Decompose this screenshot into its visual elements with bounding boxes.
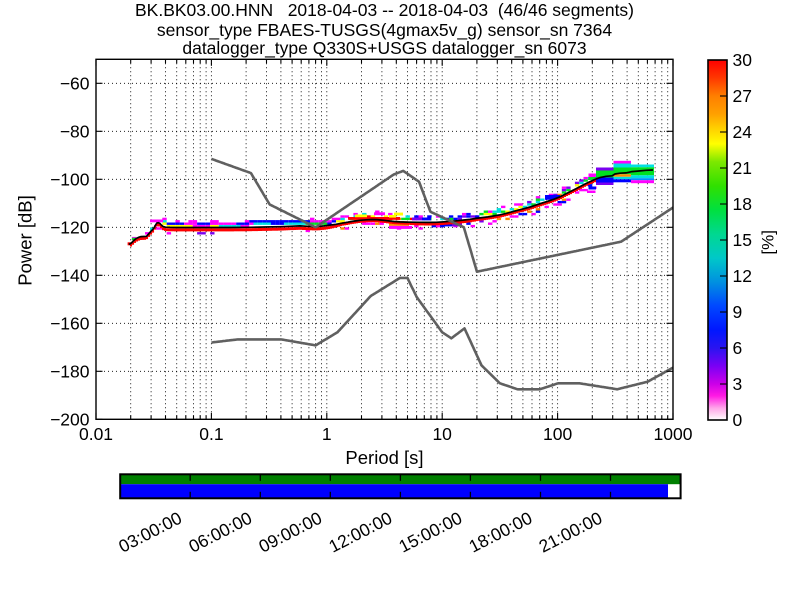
svg-text:sensor_type FBAES-TUSGS(4gmax5: sensor_type FBAES-TUSGS(4gmax5v_g) senso…: [157, 20, 612, 41]
svg-text:−120: −120: [50, 218, 90, 238]
svg-text:1: 1: [322, 424, 332, 444]
svg-text:Power [dB]: Power [dB]: [15, 195, 36, 286]
svg-text:−200: −200: [50, 410, 90, 430]
svg-text:−140: −140: [50, 266, 90, 286]
svg-text:9: 9: [733, 302, 743, 322]
svg-text:BK.BK03.00.HNN 2018-04-03 --: BK.BK03.00.HNN 2018-04-03 -- 2018-04-03 …: [135, 0, 634, 20]
svg-text:6: 6: [733, 338, 743, 358]
svg-text:0.01: 0.01: [79, 424, 113, 444]
svg-text:−180: −180: [50, 362, 90, 382]
svg-text:100: 100: [543, 424, 572, 444]
svg-text:Period [s]: Period [s]: [345, 447, 423, 468]
svg-text:3: 3: [733, 374, 743, 394]
svg-text:15: 15: [733, 230, 752, 250]
svg-text:−160: −160: [50, 314, 90, 334]
svg-text:1000: 1000: [654, 424, 693, 444]
svg-text:−100: −100: [50, 170, 90, 190]
svg-text:0.1: 0.1: [199, 424, 223, 444]
svg-text:30: 30: [733, 50, 753, 70]
svg-text:12: 12: [733, 266, 752, 286]
svg-text:−80: −80: [60, 122, 90, 142]
svg-text:10: 10: [432, 424, 452, 444]
svg-text:−60: −60: [60, 74, 90, 94]
svg-text:27: 27: [733, 86, 752, 106]
svg-text:datalogger_type Q330S+USGS dat: datalogger_type Q330S+USGS datalogger_sn…: [182, 38, 586, 59]
svg-text:21: 21: [733, 158, 752, 178]
svg-text:18: 18: [733, 194, 752, 214]
svg-text:0: 0: [733, 410, 743, 430]
svg-text:[%]: [%]: [759, 230, 778, 255]
svg-text:24: 24: [733, 122, 753, 142]
